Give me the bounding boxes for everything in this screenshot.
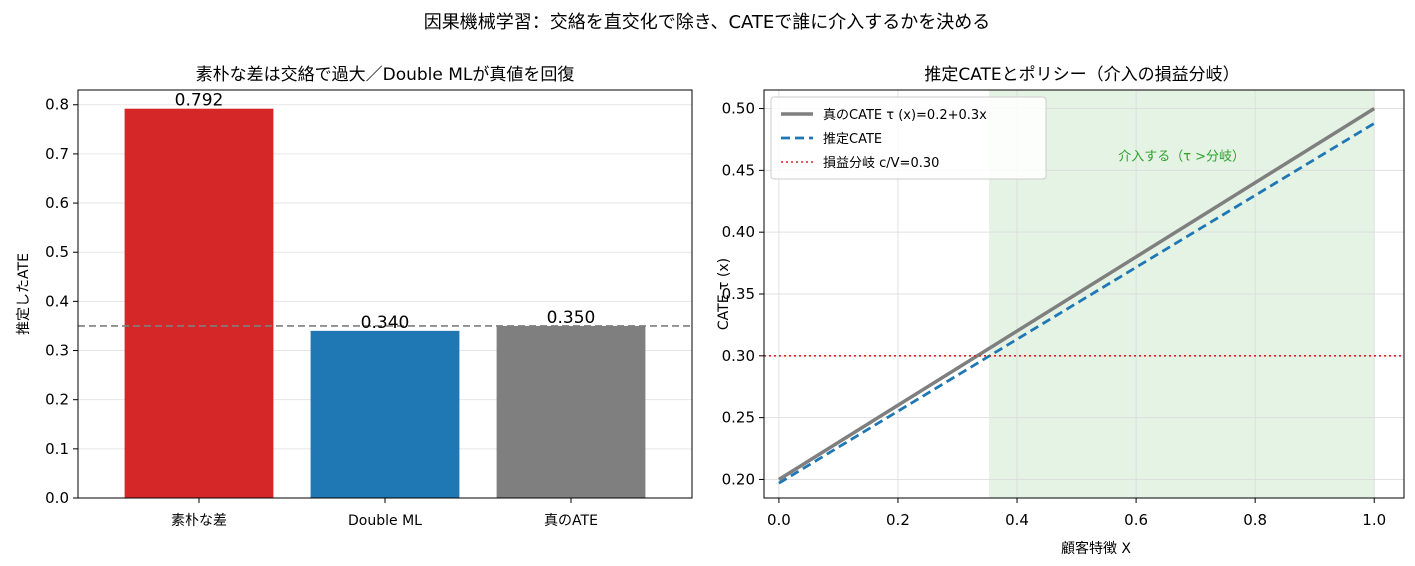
legend-box	[770, 96, 1047, 180]
line-chart-y-tick-label: 0.45	[722, 161, 755, 179]
line-chart-x-tick-label: 0.2	[886, 511, 910, 529]
line-chart-x-ticks: 0.0 0.2 0.4 0.6 0.8 1.0	[767, 498, 1386, 529]
line-chart: 推定CATEとポリシー（介入の損益分岐） 介入する（τ >分岐） 0.200.2…	[716, 65, 1405, 557]
bar-chart-x-tick-label: 素朴な差	[171, 513, 227, 529]
line-chart-y-tick-label: 0.50	[722, 100, 755, 118]
bar-chart-y-ticks: 0.0 0.1 0.2 0.3 0.4 0.5 0.6 0.7 0.8	[45, 96, 78, 507]
bar-value-label: 0.792	[175, 91, 224, 111]
line-chart-y-tick-label: 0.25	[722, 409, 755, 427]
bar-chart-title: 素朴な差は交絡で過大／Double MLが真値を回復	[196, 65, 575, 85]
line-chart-y-ticks: 0.20 0.25 0.30 0.35 0.40 0.45 0.50	[722, 100, 764, 488]
legend-label: 損益分岐 c/V=0.30	[823, 156, 939, 171]
line-chart-ylabel: CATE τ (x)	[716, 258, 732, 330]
line-chart-y-tick-label: 0.30	[722, 347, 755, 365]
bar	[124, 108, 274, 499]
bar-chart-y-tick-label: 0.8	[45, 96, 69, 114]
bar-chart-y-tick-label: 0.2	[45, 391, 69, 409]
line-chart-x-tick-label: 0.8	[1243, 511, 1267, 529]
series-line	[778, 122, 1375, 485]
bar-chart-y-tick-label: 0.0	[45, 489, 69, 507]
shaded-region-annotation: 介入する（τ >分岐）	[1118, 150, 1245, 165]
bar-value-label: 0.340	[361, 313, 410, 333]
legend-label: 推定CATE	[823, 132, 882, 147]
bar-chart-y-tick-label: 0.3	[45, 342, 69, 360]
line-chart-x-tick-label: 0.4	[1005, 511, 1029, 529]
bar	[310, 330, 460, 498]
bar-chart-y-tick-label: 0.6	[45, 194, 69, 212]
line-chart-series	[764, 107, 1404, 485]
bar-chart-bars	[124, 108, 646, 499]
line-chart-y-tick-label: 0.40	[722, 223, 755, 241]
bar-chart-x-tick-label: 真のATE	[544, 513, 598, 529]
bar-chart-y-tick-label: 0.7	[45, 145, 69, 163]
bar-chart-value-labels: 0.792 0.340 0.350	[175, 91, 596, 333]
bar-chart-x-tick-label: Double ML	[348, 513, 422, 529]
line-chart-y-tick-label: 0.35	[722, 285, 755, 303]
bar-chart-y-tick-label: 0.4	[45, 292, 69, 310]
line-chart-title: 推定CATEとポリシー（介入の損益分岐）	[924, 65, 1239, 85]
line-chart-x-tick-label: 0.0	[767, 511, 791, 529]
legend-label: 真のCATE τ (x)=0.2+0.3x	[823, 108, 987, 123]
bar-chart-x-ticks: 素朴な差 Double ML 真のATE	[171, 498, 598, 529]
bar	[496, 325, 646, 498]
line-chart-x-tick-label: 0.6	[1124, 511, 1148, 529]
figure-suptitle: 因果機械学習：交絡を直交化で除き、CATEで誰に介入するかを決める	[424, 12, 991, 33]
series-line	[777, 107, 1376, 481]
line-chart-xlabel: 顧客特徴 X	[1061, 540, 1131, 557]
line-chart-x-tick-label: 1.0	[1362, 511, 1386, 529]
bar-chart-y-tick-label: 0.1	[45, 440, 69, 458]
bar-chart-y-tick-label: 0.5	[45, 243, 69, 261]
bar-chart: 素朴な差は交絡で過大／Double MLが真値を回復 0.792 0.340 0.3…	[16, 65, 693, 529]
bar-value-label: 0.350	[547, 308, 596, 328]
line-chart-legend: 真のCATE τ (x)=0.2+0.3x 推定CATE 損益分岐 c/V=0.30	[770, 96, 1047, 180]
line-chart-y-tick-label: 0.20	[722, 470, 755, 488]
bar-chart-ylabel: 推定したATE	[16, 253, 32, 335]
